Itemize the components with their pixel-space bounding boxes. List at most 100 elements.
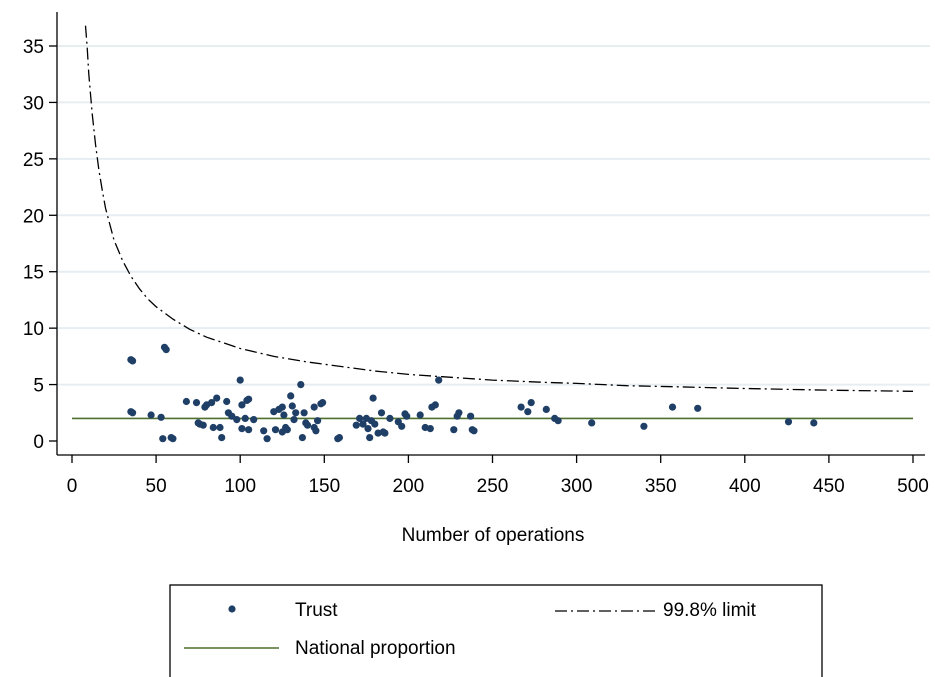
axes	[56, 12, 925, 456]
trust-point	[377, 409, 386, 417]
legend-box	[169, 584, 823, 677]
x-tick-label-350: 350	[645, 476, 677, 497]
x-ticks: 0 50 100 150 200 250 300 350 400 450 500	[67, 455, 929, 497]
trust-point	[271, 426, 280, 434]
trust-point	[386, 414, 394, 422]
trust-point	[298, 434, 306, 442]
trust-point	[450, 426, 458, 434]
trust-point	[216, 423, 224, 432]
trust-point	[250, 416, 258, 424]
y-tick-label-0: 0	[33, 432, 44, 453]
trust-point	[290, 416, 298, 424]
trust-point	[517, 403, 525, 411]
limit-series	[84, 25, 914, 392]
trust-points	[127, 343, 818, 443]
trust-point	[288, 402, 296, 410]
y-tick-label-20: 20	[23, 206, 44, 227]
trust-point	[371, 420, 379, 428]
trust-point	[236, 376, 244, 384]
trust-point	[810, 419, 818, 427]
x-tick-label-250: 250	[477, 476, 509, 497]
grid-lines	[58, 45, 930, 386]
trust-point	[245, 426, 253, 434]
x-tick-label-400: 400	[729, 476, 761, 497]
trust-point	[784, 418, 793, 426]
legend-item-national: National proportion	[184, 638, 456, 659]
trust-point	[369, 394, 377, 402]
y-tick-label-25: 25	[23, 150, 44, 171]
trust-point	[403, 412, 411, 420]
trust-point	[352, 421, 360, 429]
trust-point	[280, 411, 288, 419]
trust-point	[283, 426, 291, 434]
y-tick-label-35: 35	[23, 37, 44, 58]
x-tick-label-450: 450	[813, 476, 845, 497]
trust-point	[470, 427, 478, 435]
y-tick-label-10: 10	[23, 319, 44, 340]
trust-point	[159, 435, 167, 443]
trust-point	[524, 408, 532, 416]
trust-point	[398, 422, 406, 430]
trust-point	[162, 346, 170, 354]
trust-point	[455, 409, 463, 417]
trust-point	[297, 381, 305, 389]
legend-limit-label: 99.8% limit	[663, 600, 757, 621]
trust-point	[278, 403, 286, 411]
y-tick-label-30: 30	[23, 93, 44, 114]
legend-trust-marker	[228, 605, 236, 613]
trust-point	[364, 425, 372, 433]
trust-point	[435, 376, 443, 384]
trust-point	[431, 401, 439, 409]
trust-point	[287, 392, 295, 400]
trust-point	[303, 421, 312, 429]
trust-point	[356, 414, 364, 422]
legend-item-limit: 99.8% limit	[555, 600, 757, 621]
trust-point	[223, 397, 231, 406]
x-tick-label-50: 50	[146, 476, 167, 497]
trust-point	[218, 434, 226, 442]
trust-point	[527, 399, 535, 407]
x-tick-label-0: 0	[67, 476, 78, 497]
trust-point	[213, 394, 221, 402]
trust-point	[588, 419, 596, 427]
x-tick-label-500: 500	[897, 476, 929, 497]
trust-point	[366, 434, 374, 442]
y-tick-label-15: 15	[23, 263, 44, 284]
trust-point	[238, 425, 246, 433]
trust-point	[310, 403, 318, 411]
trust-point	[467, 412, 475, 420]
trust-point	[314, 417, 322, 425]
x-tick-label-100: 100	[224, 476, 256, 497]
trust-point	[241, 414, 249, 422]
x-tick-label-200: 200	[393, 476, 425, 497]
trust-point	[554, 417, 562, 425]
trust-point	[260, 427, 268, 435]
trust-point	[182, 397, 190, 406]
trust-point	[209, 423, 217, 432]
x-axis-label: Number of operations	[402, 525, 585, 546]
y-ticks: 0 5 10 15 20 25 30 35	[23, 37, 57, 453]
trust-point	[233, 416, 241, 424]
trust-point	[359, 420, 367, 428]
y-tick-label-5: 5	[33, 376, 44, 397]
trust-point	[335, 434, 343, 442]
trust-point	[426, 425, 434, 433]
legend-national-label: National proportion	[295, 638, 456, 659]
trust-point	[157, 413, 165, 421]
trust-point	[169, 435, 177, 443]
trust-point	[416, 411, 424, 419]
legend-item-trust: Trust	[228, 600, 338, 621]
trust-point	[381, 429, 389, 437]
trust-point	[312, 427, 320, 435]
trust-point	[668, 403, 677, 411]
trust-point	[300, 409, 308, 417]
trust-point	[129, 357, 137, 365]
limit-line	[84, 25, 914, 392]
trust-point	[263, 435, 271, 443]
trust-point	[147, 411, 155, 419]
trust-point	[245, 395, 253, 403]
x-tick-label-150: 150	[308, 476, 340, 497]
legend-trust-label: Trust	[295, 600, 338, 621]
